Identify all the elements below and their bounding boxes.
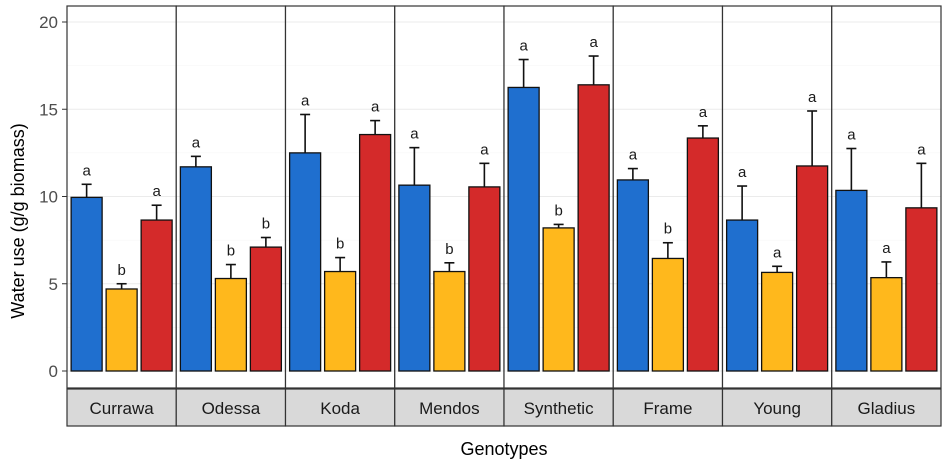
bar-young-series-2	[760, 271, 794, 372]
bar-currawa-series-2	[105, 288, 138, 372]
strip-background	[175, 388, 287, 427]
bar-frame-series-3	[686, 137, 720, 372]
bar-mendos-series-1	[398, 184, 431, 372]
significance-label: a	[917, 141, 926, 158]
significance-label: a	[882, 240, 891, 257]
panel-mendos: a b a Mendos	[394, 5, 505, 427]
significance-label: a	[192, 134, 201, 151]
significance-label: b	[117, 262, 125, 279]
panel-gladius: a a a Gladius	[831, 5, 942, 427]
panel-young: a a a Young	[721, 5, 833, 427]
bar-currawa-series-3	[140, 219, 173, 372]
strip-label-young: Young	[753, 399, 801, 418]
strip-label-frame: Frame	[643, 399, 692, 418]
significance-label: a	[699, 104, 708, 121]
panel-synthetic: a b a Synthetic	[503, 5, 614, 427]
bar-odessa-series-1	[179, 166, 213, 372]
significance-label: b	[445, 241, 453, 258]
strip-label-gladius: Gladius	[858, 399, 916, 418]
significance-label: a	[519, 38, 528, 55]
panel-odessa: a b b Odessa	[175, 5, 287, 427]
bar-young-series-3	[795, 165, 829, 372]
significance-label: a	[152, 183, 161, 200]
strip-label-koda: Koda	[320, 399, 360, 418]
bar-gladius-series-3	[905, 207, 938, 372]
panel-koda: a b a Koda	[284, 5, 396, 427]
significance-label: a	[808, 89, 817, 106]
significance-label: a	[82, 162, 91, 179]
bar-gladius-series-2	[870, 276, 903, 372]
strip-label-synthetic: Synthetic	[524, 399, 594, 418]
strip-label-currawa: Currawa	[90, 399, 155, 418]
significance-label: b	[554, 202, 562, 219]
bar-young-series-1	[725, 219, 759, 372]
significance-label: a	[410, 126, 419, 143]
bar-frame-series-1	[616, 179, 650, 372]
strip-background	[721, 388, 833, 427]
significance-label: a	[847, 127, 856, 144]
bar-mendos-series-2	[433, 270, 466, 372]
strip-background	[284, 388, 396, 427]
bar-odessa-series-2	[214, 277, 248, 372]
bar-synthetic-series-2	[542, 227, 575, 372]
y-tick-label: 20	[39, 13, 58, 32]
y-tick-label: 5	[49, 275, 58, 294]
genotype-panels: a b a Currawa a b b Odessa a b a Koda a b a Mendos a b a Sy…	[66, 5, 942, 427]
significance-label: a	[480, 141, 489, 158]
bar-koda-series-2	[323, 270, 357, 372]
significance-label: a	[301, 92, 310, 109]
strip-background	[831, 388, 942, 427]
significance-label: a	[738, 164, 747, 181]
y-tick-label: 15	[39, 100, 58, 119]
significance-label: a	[371, 99, 380, 116]
bar-koda-series-3	[358, 133, 392, 372]
significance-label: b	[262, 216, 270, 233]
panel-frame: a b a Frame	[612, 5, 724, 427]
y-axis: 0 5 10 15 20	[39, 13, 67, 381]
x-axis-title: Genotypes	[460, 439, 547, 459]
strip-background	[394, 388, 505, 427]
bar-gladius-series-1	[835, 189, 868, 372]
panel-border	[831, 5, 942, 389]
panel-currawa: a b a Currawa	[66, 5, 177, 427]
significance-label: b	[336, 236, 344, 253]
y-axis-title: Water use (g/g biomass)	[8, 123, 28, 318]
bar-odessa-series-3	[249, 246, 283, 372]
significance-label: a	[589, 34, 598, 51]
bar-currawa-series-1	[70, 196, 103, 372]
significance-label: a	[629, 147, 638, 164]
bar-frame-series-2	[651, 257, 685, 372]
bar-mendos-series-3	[468, 186, 501, 372]
y-tick-label: 0	[49, 362, 58, 381]
strip-label-odessa: Odessa	[202, 399, 261, 418]
bar-synthetic-series-1	[507, 86, 540, 372]
strip-label-mendos: Mendos	[419, 399, 479, 418]
y-tick-label: 10	[39, 188, 58, 207]
significance-label: b	[227, 243, 235, 260]
bar-koda-series-1	[288, 152, 322, 372]
strip-background	[66, 388, 177, 427]
bar-synthetic-series-3	[577, 84, 610, 372]
significance-label: b	[664, 221, 672, 238]
significance-label: a	[773, 244, 782, 261]
